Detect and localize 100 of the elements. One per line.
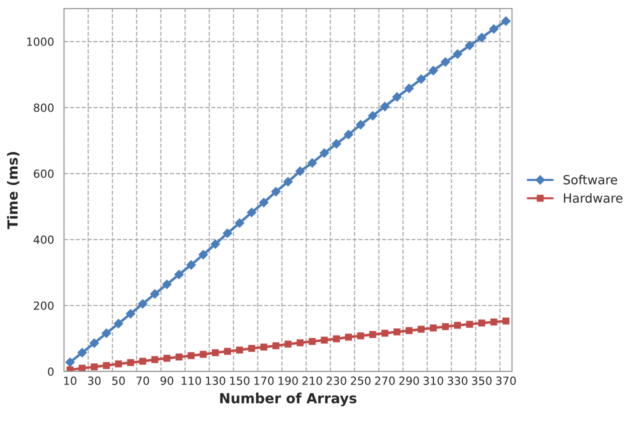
point (258, 198, 269, 208)
x-tick-label: 210 (302, 376, 322, 385)
point (428, 66, 438, 76)
point (488, 24, 499, 34)
point (464, 40, 475, 50)
point (284, 340, 292, 348)
legend-label: Software (564, 174, 618, 184)
point (176, 354, 182, 360)
point (126, 308, 136, 319)
point (224, 348, 231, 355)
point (440, 57, 450, 67)
point (163, 354, 170, 362)
y-tick-label: 200 (34, 301, 54, 310)
x-tick-label: 290 (399, 376, 419, 385)
point (188, 352, 195, 360)
point (236, 346, 244, 354)
point (454, 322, 461, 329)
point (198, 250, 208, 260)
x-tick-label: 270 (375, 376, 395, 385)
point (320, 336, 328, 344)
point (418, 326, 425, 333)
x-tick-label: 130 (206, 376, 226, 385)
y-axis-title: Time (ms) (7, 152, 20, 230)
point (89, 338, 100, 348)
x-tick-label: 110 (182, 376, 201, 385)
point (356, 120, 366, 130)
point (150, 289, 160, 299)
point (406, 327, 413, 334)
y-tick-label: 800 (34, 104, 54, 112)
point (476, 32, 487, 42)
point (404, 83, 414, 94)
y-tick-label: 1000 (27, 38, 54, 46)
y-tick-label: 400 (34, 235, 54, 244)
point (222, 228, 232, 238)
point (102, 362, 110, 370)
point (430, 324, 437, 332)
point (200, 350, 207, 358)
x-tick-label: 190 (278, 376, 298, 385)
x-tick-label: 30 (88, 376, 101, 385)
point (502, 318, 510, 324)
point (272, 342, 280, 350)
point (138, 298, 148, 309)
point (344, 130, 354, 140)
point (478, 320, 486, 326)
x-tick-label: 230 (326, 376, 346, 385)
point (101, 328, 112, 338)
point (186, 260, 196, 270)
point (210, 239, 220, 250)
x-tick-label: 50 (112, 376, 125, 385)
point (127, 359, 134, 366)
point (90, 363, 98, 370)
point (369, 331, 376, 338)
point (77, 348, 88, 358)
point (307, 158, 318, 168)
point (380, 102, 390, 112)
y-tick-label: 600 (34, 169, 54, 178)
point (162, 279, 172, 290)
point (308, 338, 316, 345)
point (442, 323, 449, 330)
x-tick-label: 70 (136, 376, 150, 385)
point (78, 364, 86, 372)
x-tick-label: 370 (496, 376, 516, 385)
legend-label: Hardware (564, 193, 622, 203)
point (357, 332, 364, 340)
point (345, 334, 352, 341)
point (174, 270, 184, 280)
point (248, 344, 256, 352)
point (270, 186, 281, 197)
y-tick-label: 0 (48, 367, 54, 376)
x-tick-label: 350 (472, 376, 492, 385)
point (260, 344, 268, 351)
x-tick-label: 10 (64, 376, 76, 385)
x-tick-label: 170 (254, 376, 274, 385)
point (490, 318, 498, 326)
x-tick-label: 250 (350, 376, 371, 385)
point (151, 356, 158, 364)
point (114, 318, 124, 329)
x-tick-label: 150 (230, 376, 250, 385)
point (115, 360, 122, 368)
point (416, 74, 426, 84)
point (501, 16, 511, 26)
x-tick-label: 90 (160, 376, 174, 385)
point (319, 148, 330, 158)
point (332, 138, 342, 149)
point (332, 335, 340, 342)
point (283, 176, 293, 187)
point (139, 358, 146, 365)
point (368, 110, 378, 121)
point (234, 218, 244, 228)
point (381, 330, 388, 337)
point (394, 328, 400, 336)
point (295, 166, 306, 176)
point (65, 357, 75, 368)
point (212, 349, 219, 356)
x-tick-label: 310 (424, 376, 444, 385)
x-tick-label: 330 (448, 376, 468, 385)
x-axis-title: Number of Arrays (220, 392, 356, 406)
point (296, 339, 304, 346)
point (452, 49, 462, 59)
point (392, 92, 402, 102)
